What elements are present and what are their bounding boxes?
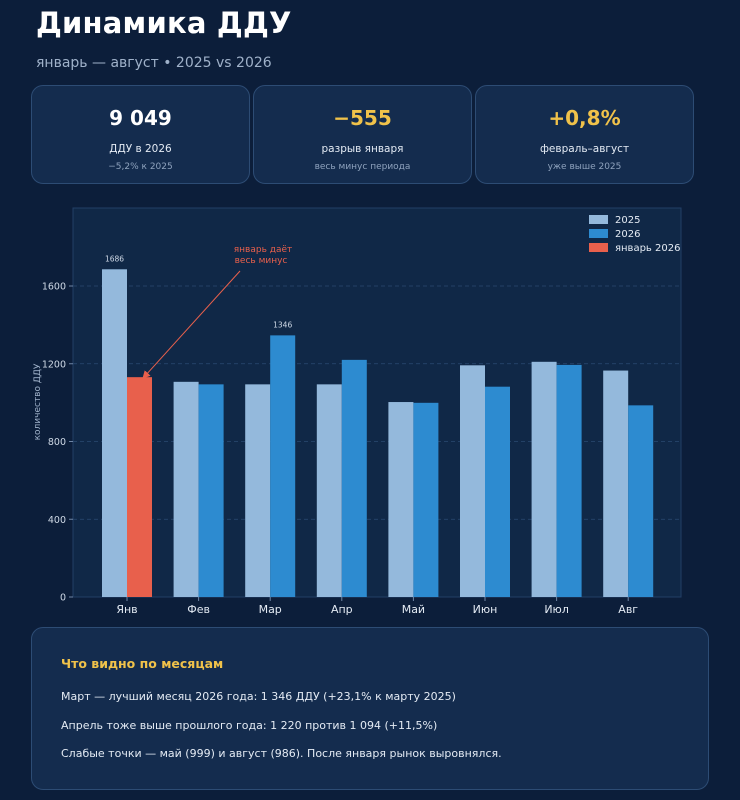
kpi-card-feb-aug: +0,8% февраль–август уже выше 2025	[475, 85, 694, 184]
kpi-note: −5,2% к 2025	[108, 162, 173, 172]
data-label: 1346	[273, 320, 292, 329]
x-tick-label: Июл	[544, 603, 569, 616]
x-tick-label: Май	[402, 603, 425, 616]
kpi-label: февраль–август	[539, 143, 630, 155]
annotation-arrow	[142, 270, 241, 379]
kpi-card-total: 9 049 ДДУ в 2026 −5,2% к 2025	[31, 85, 250, 184]
bars	[102, 269, 654, 597]
legend-swatch-2026	[589, 229, 608, 238]
data-labels: 1686 1346	[105, 254, 293, 329]
bar-2025	[316, 384, 342, 597]
plot-area	[72, 207, 682, 598]
y-tick-label: 800	[48, 437, 66, 448]
y-tick-label: 1600	[42, 282, 66, 293]
kpi-label: разрыв января	[321, 143, 404, 155]
bar-2026	[198, 384, 224, 597]
y-tick-label: 400	[48, 515, 66, 526]
bar-2026	[556, 364, 582, 597]
notes-panel: Что видно по месяцам Март — лучший месяц…	[31, 627, 709, 790]
note-line: Апрель тоже выше прошлого года: 1 220 пр…	[61, 719, 438, 732]
bar-2025	[388, 402, 414, 597]
x-tick-label: Фев	[187, 603, 210, 616]
annotation-line: весь минус	[235, 256, 288, 266]
note-line: Слабые точки — май (999) и август (986).…	[61, 747, 502, 760]
bar-2026	[270, 335, 296, 597]
x-axis-ticks: Янв Фев Мар Апр Май Июн Июл Авг	[116, 597, 638, 616]
kpi-note: весь минус периода	[314, 162, 411, 172]
x-tick-label: Июн	[473, 603, 498, 616]
x-tick-label: Мар	[259, 603, 282, 616]
kpi-value: 9 049	[109, 106, 172, 130]
page-subtitle: январь — август • 2025 vs 2026	[36, 55, 272, 71]
annotation: январь даёт весь минус	[142, 245, 293, 379]
bar-2026	[413, 402, 439, 597]
data-label: 1686	[105, 254, 124, 263]
bar-2025	[460, 365, 485, 597]
y-axis-label: количество ДДУ	[33, 363, 43, 440]
legend-swatch-2025	[589, 215, 608, 224]
bar-highlight	[127, 377, 152, 597]
chart-container: 1686 1346 0 400 800 1200 1600 Янв Фев Мар Апр Май…	[0, 200, 740, 620]
y-axis-ticks: 0 400 800 1200 1600	[42, 282, 73, 604]
bar-2025	[173, 381, 199, 597]
bar-2025	[531, 361, 557, 597]
x-tick-label: Апр	[331, 603, 353, 616]
x-tick-label: Янв	[116, 603, 137, 616]
bar-2025	[603, 370, 629, 597]
legend-label: 2026	[615, 229, 640, 240]
bar-2026	[341, 359, 367, 597]
legend: 2025 2026 январь 2026	[589, 215, 680, 254]
legend-label: январь 2026	[615, 243, 680, 254]
x-tick-label: Авг	[618, 603, 638, 616]
kpi-row: 9 049 ДДУ в 2026 −5,2% к 2025 −555 разры…	[31, 85, 695, 184]
y-tick-label: 1200	[42, 359, 66, 370]
y-tick-label: 0	[60, 593, 66, 604]
kpi-label: ДДУ в 2026	[109, 143, 172, 155]
kpi-value: +0,8%	[548, 106, 621, 130]
page-title: Динамика ДДУ	[36, 6, 292, 40]
kpi-note: уже выше 2025	[547, 162, 622, 172]
note-line: Март — лучший месяц 2026 года: 1 346 ДДУ…	[61, 690, 456, 703]
notes-title: Что видно по месяцам	[61, 656, 224, 671]
bar-2026	[628, 405, 654, 597]
bar-2025	[245, 384, 271, 597]
bar-2025	[102, 269, 127, 597]
legend-label: 2025	[615, 215, 640, 226]
kpi-card-january-gap: −555 разрыв января весь минус периода	[253, 85, 472, 184]
legend-swatch-highlight	[589, 243, 608, 252]
kpi-value: −555	[333, 106, 392, 130]
bar-chart: 1686 1346 0 400 800 1200 1600 Янв Фев Мар Апр Май…	[33, 207, 682, 616]
bar-2026	[485, 386, 510, 597]
annotation-line: январь даёт	[234, 245, 293, 255]
